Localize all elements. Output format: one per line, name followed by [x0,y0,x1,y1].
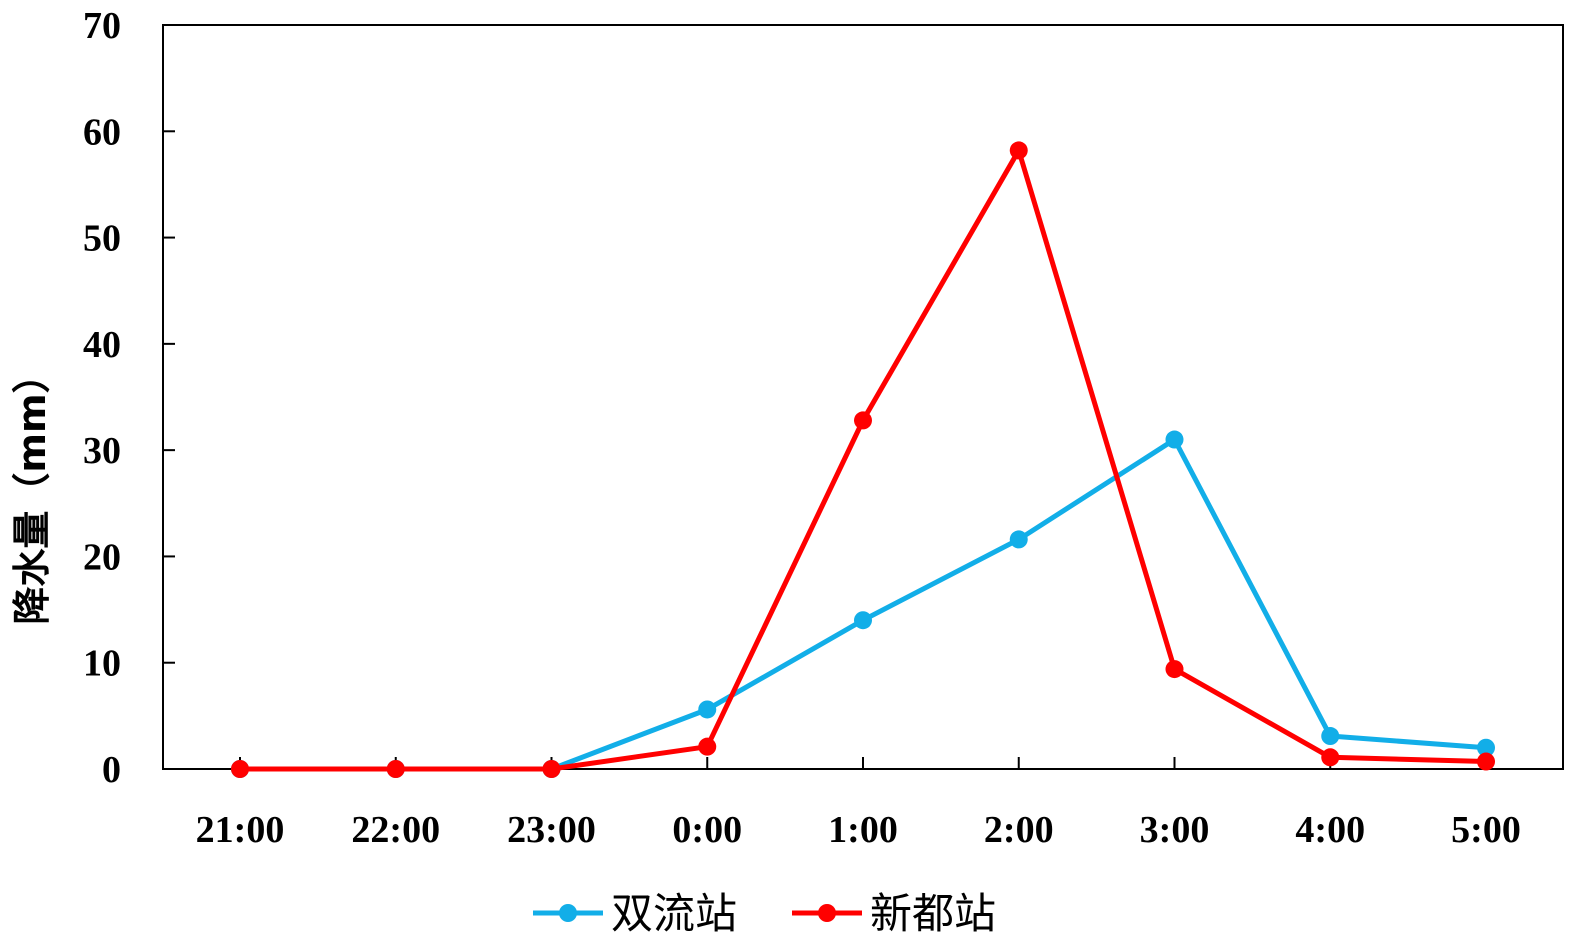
x-tick-label: 21:00 [196,809,285,851]
x-tick-label: 23:00 [507,809,596,851]
plot-frame [162,24,1564,770]
data-point [1165,430,1184,449]
y-tick-label: 10 [83,643,121,685]
data-point [854,411,872,430]
y-tick-label: 70 [83,5,121,47]
x-tick-label: 3:00 [1140,809,1210,851]
y-tick-label: 50 [83,218,121,260]
data-point [386,760,405,778]
series-layer [231,141,1495,778]
data-point [1477,738,1495,757]
y-tick-label: 60 [83,111,121,153]
data-point [854,611,872,630]
x-tick-label: 2:00 [984,809,1054,851]
x-tick-label: 4:00 [1295,809,1365,851]
data-point [698,700,717,719]
data-point [1009,530,1028,549]
data-point [1321,727,1340,746]
y-tick-label: 30 [83,430,121,472]
legend: 双流站 新都站 [533,889,996,938]
x-tick-label: 1:00 [828,809,898,851]
series-line-1 [240,437,1487,772]
data-point [1477,752,1495,771]
x-tick-label: 22:00 [351,809,440,851]
data-point [1165,660,1184,679]
legend-label: 双流站 [611,889,737,938]
y-tick-label: 40 [83,324,121,366]
data-point [231,760,249,778]
y-tick-label: 0 [102,749,121,791]
x-tick-label: 5:00 [1451,809,1521,851]
y-axis: 0 10 20 30 40 50 60 70 [83,5,175,791]
y-axis-label: 降水量（mm） [10,355,54,624]
data-point [698,737,717,756]
data-point [542,760,561,778]
data-point [1321,748,1340,767]
x-axis: 21:00 22:00 23:00 0:00 1:00 2:00 3:00 4:00 5:00 [196,757,1521,851]
x-tick-label: 0:00 [672,809,742,851]
data-point [1009,141,1028,160]
legend-label: 新都站 [870,889,996,938]
legend-marker [818,904,836,922]
y-tick-label: 20 [83,536,121,578]
legend-marker [559,904,577,922]
